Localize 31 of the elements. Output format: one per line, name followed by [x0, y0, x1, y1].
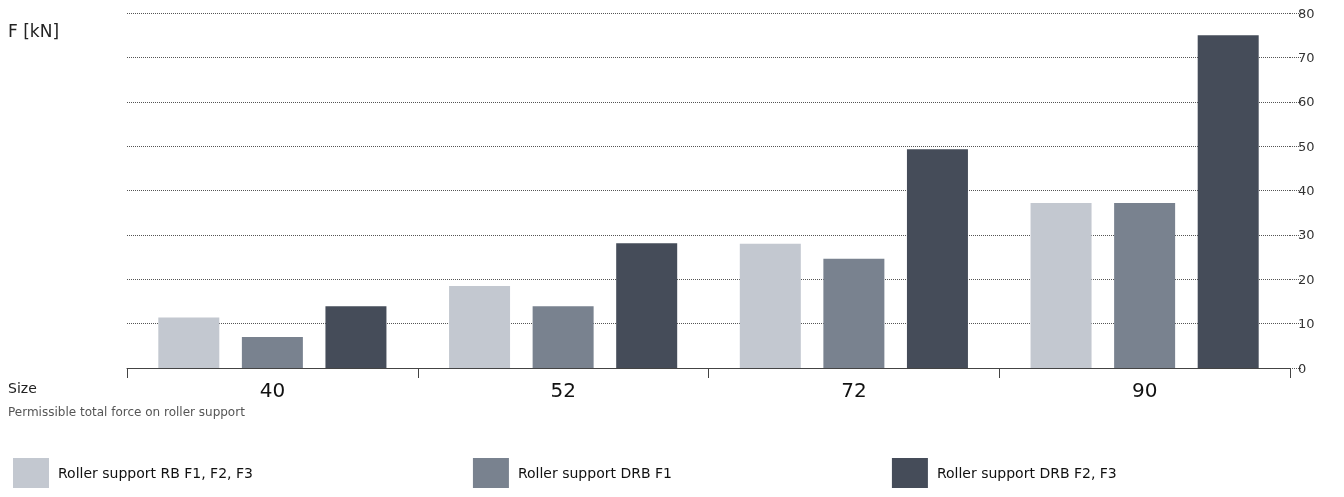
bar [532, 306, 594, 368]
bar [1114, 202, 1176, 368]
bar [906, 149, 968, 368]
text: Permissible total force on roller support [8, 405, 246, 419]
bar [1030, 202, 1092, 368]
x-tick-label: 52 [550, 378, 576, 402]
bar [1197, 35, 1259, 368]
x-tick-label: 90 [1131, 378, 1158, 402]
y-tick-label: 30 [1298, 227, 1315, 243]
text: Size [8, 380, 37, 396]
y-tick-label: 10 [1298, 316, 1315, 332]
bar [241, 336, 303, 368]
y-tick-label: 80 [1298, 5, 1315, 21]
y-tick-label: 40 [1298, 183, 1315, 198]
bar [616, 243, 678, 368]
bar [739, 243, 801, 368]
x-tick-label: 72 [841, 378, 867, 402]
y-tick-label: 0 [1298, 360, 1307, 376]
y-tick-label: 70 [1298, 49, 1315, 65]
x-tick-label: 40 [259, 378, 286, 402]
legend-label: Roller support DRB F1 [517, 465, 672, 481]
y-tick-label: 20 [1298, 271, 1315, 287]
bar [823, 258, 885, 368]
legend-label: Roller support DRB F2, F3 [936, 465, 1117, 481]
legend-label: Roller support RB F1, F2, F3 [58, 465, 253, 481]
bar [449, 285, 511, 368]
y-axis-title: F [kN] [8, 20, 60, 41]
bar [158, 317, 220, 368]
y-tick-label: 60 [1298, 94, 1315, 110]
y-tick-label: 50 [1298, 138, 1315, 154]
bar [325, 306, 387, 368]
